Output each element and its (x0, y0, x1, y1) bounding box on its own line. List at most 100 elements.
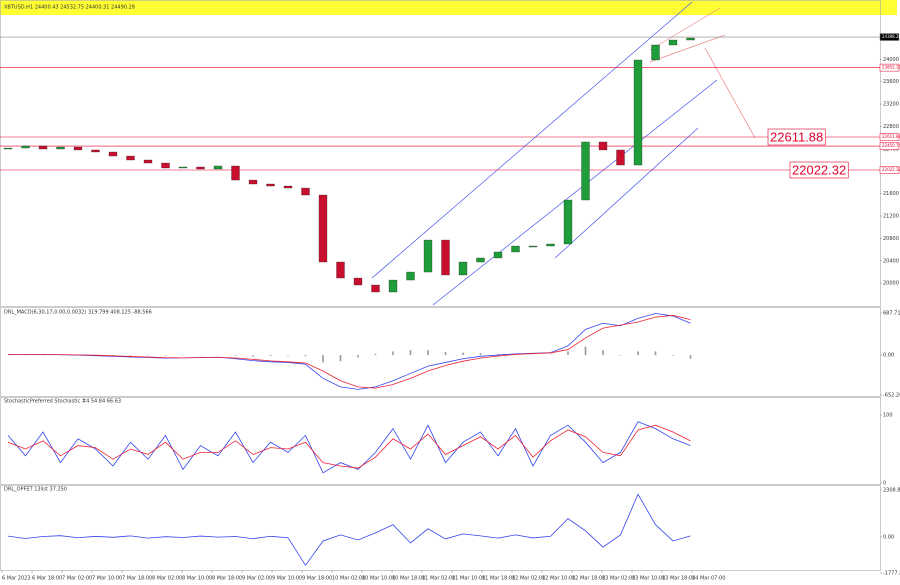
y-tick-label: 20400 (883, 258, 899, 264)
x-tick-label: 9 Mar 02:00 (242, 576, 272, 582)
histogram-bar (287, 355, 289, 356)
x-tick-label: 9 Mar 10:00 (272, 576, 302, 582)
price-callout: 22611.88 (770, 129, 823, 144)
x-tick-label: 14 Mar 07:00 (692, 576, 725, 582)
histogram-bar (392, 351, 394, 356)
candle (161, 162, 170, 169)
trend-line (649, 34, 726, 63)
candle (283, 185, 293, 189)
level-tag (879, 133, 900, 141)
histogram-bar (269, 355, 272, 357)
candle (668, 39, 678, 46)
y-tick-label: 0 (883, 481, 886, 487)
panel-title: StochasticPreferred Stochastic #4 54.84 … (4, 399, 121, 405)
x-tick-label: 10 Mar 18:00 (392, 576, 425, 582)
trend-line (649, 7, 721, 51)
y-tick-label: 23200 (883, 102, 899, 108)
candle (3, 147, 13, 150)
candle (143, 159, 153, 164)
level-tag-label: 22022.32 (882, 167, 900, 172)
x-tick-label: 6 Mar 2023 (2, 576, 31, 582)
y-tick-label: 20800 (883, 236, 899, 242)
candle (56, 146, 65, 150)
macd-panel-frame (0, 307, 881, 397)
projection-line (704, 47, 756, 139)
histogram-bar (339, 355, 342, 362)
channel-line (554, 127, 699, 259)
candle (231, 165, 240, 181)
x-tick-label: 13 Mar 10:00 (632, 576, 665, 582)
histogram-bar (567, 351, 569, 356)
candle (353, 277, 363, 286)
histogram-bar (479, 353, 482, 356)
histogram-bar (654, 351, 657, 356)
level-tag (879, 142, 900, 150)
histogram-bar (672, 355, 674, 356)
histogram-bar (357, 355, 359, 358)
histogram-bar (497, 354, 499, 356)
level-tag (879, 63, 900, 72)
indicator-line (7, 313, 691, 390)
x-tick-label: 11 Mar 10:00 (452, 576, 485, 582)
histogram-bar (409, 350, 412, 356)
y-tick-label: 100 (883, 413, 893, 419)
price-callout: 22022.32 (792, 162, 846, 177)
x-tick-label: 7 Mar 02:00 (62, 576, 92, 582)
channel-line (371, 1, 693, 279)
candle (196, 166, 205, 170)
x-tick-label: 11 Mar 02:00 (422, 576, 455, 582)
histogram-bar (602, 350, 604, 356)
candle (616, 149, 625, 166)
x-tick-label: 11 Mar 18:00 (482, 576, 515, 582)
header-band (0, 0, 897, 15)
candle (598, 141, 608, 151)
x-tick-label: 7 Mar 10:00 (92, 576, 122, 582)
candle (318, 194, 328, 263)
candle (686, 37, 695, 41)
histogram-bar (462, 352, 464, 356)
candle (126, 155, 135, 161)
histogram-bar (689, 355, 692, 359)
histogram-bar (252, 355, 254, 357)
candle (493, 251, 503, 259)
candle (546, 243, 555, 247)
panel-title: DRL_MACD(6,30,17,0.00,0.0032) 319.799 40… (4, 310, 152, 316)
candle (476, 257, 485, 263)
y-tick-label: 20000 (883, 281, 899, 287)
stoch-panel-frame (0, 397, 881, 485)
y-tick-label: 2308.89 (883, 488, 900, 494)
candle (458, 261, 468, 276)
y-tick-label: 21200 (883, 214, 899, 220)
histogram-bar (304, 355, 307, 357)
level-tag-label: 23852.19 (882, 65, 900, 70)
candle (388, 279, 398, 293)
x-tick-label: 10 Mar 10:00 (362, 576, 395, 582)
candle (21, 145, 30, 149)
x-tick-label: 8 Mar 18:00 (212, 576, 242, 582)
candle (528, 245, 538, 248)
y-tick-label: 24000 (883, 57, 899, 63)
candle (38, 145, 48, 150)
level-tag-label: 22611.88 (882, 134, 900, 139)
candle (441, 239, 450, 276)
candle (651, 44, 660, 61)
histogram-bar (374, 353, 377, 356)
price-callout-box (789, 161, 849, 179)
x-tick-label: 12 Mar 18:00 (572, 576, 605, 582)
candle (581, 141, 590, 201)
level-tag-label: 22450.74 (882, 143, 900, 148)
osc-panel-frame (0, 485, 881, 571)
y-tick-label: 23600 (883, 79, 899, 85)
candle (633, 59, 643, 166)
y-tick-label: 687.712 (883, 311, 900, 317)
panel-title: DRL_OPFET 13list 37.250 (4, 487, 67, 493)
analysis-drawings (371, 1, 756, 306)
x-tick-label: 6 Mar 18:00 (32, 576, 62, 582)
candle (563, 199, 573, 245)
panel-frames (0, 0, 881, 571)
candle (406, 271, 415, 281)
candle (336, 261, 345, 279)
y-tick-label: 0.00 (883, 353, 894, 359)
x-tick-label: 13 Mar 18:00 (662, 576, 695, 582)
